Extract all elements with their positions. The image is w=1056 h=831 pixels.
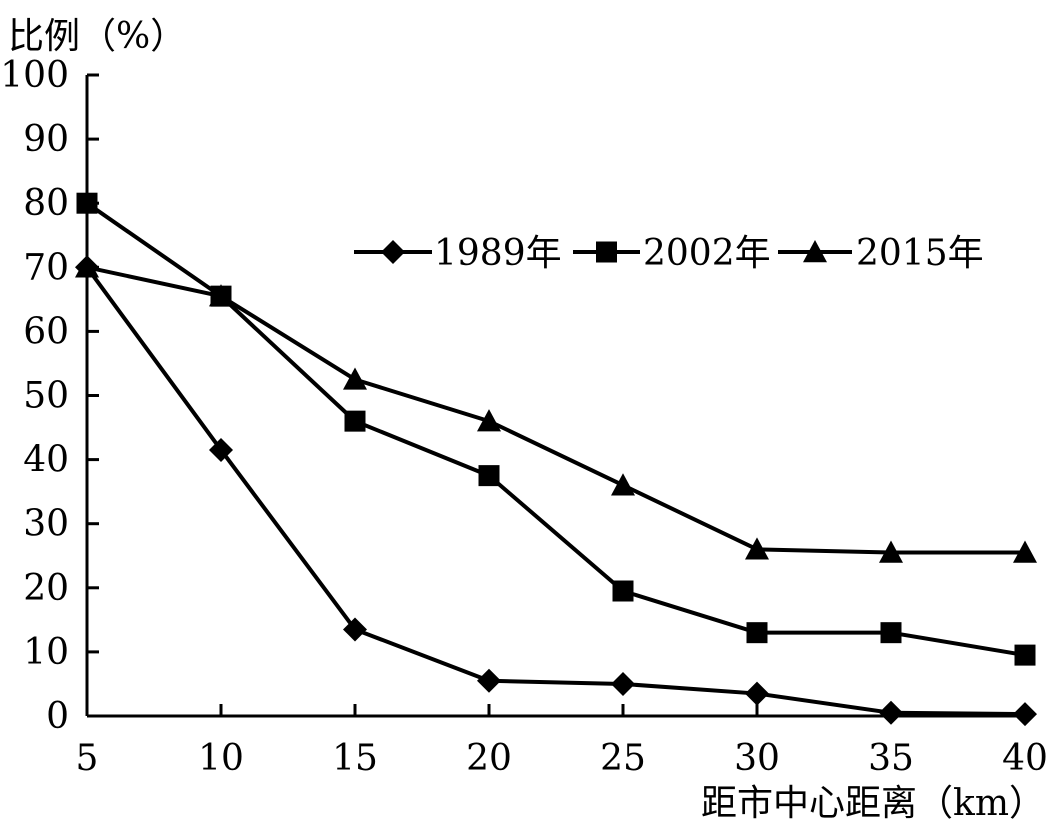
legend-item: 2015年 bbox=[778, 233, 984, 274]
series-line bbox=[85, 266, 1026, 717]
x-tick-label: 15 bbox=[332, 738, 378, 779]
series-0 bbox=[75, 255, 1037, 727]
data-point bbox=[879, 700, 903, 725]
data-point bbox=[343, 367, 367, 390]
y-tick-label: 20 bbox=[23, 568, 69, 609]
y-tick-label: 60 bbox=[23, 311, 69, 352]
legend-marker bbox=[381, 240, 405, 264]
data-point bbox=[209, 284, 233, 307]
legend-marker bbox=[596, 241, 617, 263]
legend-item: 1989年 bbox=[354, 233, 562, 274]
y-tick-label: 70 bbox=[23, 247, 69, 288]
legend-marker bbox=[803, 240, 827, 263]
y-tick-label: 10 bbox=[23, 632, 69, 673]
axes: 0 10 20 30 40 50 60 70 80 90 100 5 10 15 20 25 30 35 40 bbox=[0, 55, 1048, 779]
data-point bbox=[478, 465, 500, 487]
x-axis-title: 距市中心距离（km） bbox=[701, 783, 1045, 824]
data-point bbox=[344, 410, 366, 432]
legend-item: 2002年 bbox=[573, 233, 771, 274]
data-point bbox=[209, 437, 233, 462]
data-point bbox=[76, 192, 98, 214]
legend-label: 1989年 bbox=[434, 233, 562, 274]
data-point bbox=[611, 473, 635, 496]
y-tick-label: 80 bbox=[23, 183, 69, 224]
series-2 bbox=[75, 255, 1037, 563]
series-line bbox=[85, 201, 1026, 658]
legend-label: 2015年 bbox=[856, 233, 984, 274]
data-point bbox=[745, 681, 769, 706]
y-tick-label: 100 bbox=[0, 55, 69, 96]
x-tick-label: 30 bbox=[734, 738, 780, 779]
data-point bbox=[75, 255, 99, 278]
data-point bbox=[746, 622, 768, 644]
x-tick-label: 25 bbox=[600, 738, 646, 779]
data-point bbox=[879, 540, 903, 563]
data-point bbox=[612, 580, 634, 602]
y-tick-label: 50 bbox=[23, 376, 69, 417]
data-point bbox=[477, 668, 501, 693]
data-point bbox=[477, 409, 501, 432]
y-tick-label: 90 bbox=[23, 119, 69, 160]
x-tick-label: 40 bbox=[1002, 738, 1048, 779]
x-tick-label: 5 bbox=[76, 738, 99, 779]
y-axis-title: 比例（%） bbox=[8, 16, 186, 57]
data-point bbox=[1013, 540, 1037, 563]
legend: 1989年 2002年 2015年 bbox=[354, 233, 984, 274]
data-point bbox=[745, 537, 769, 560]
y-tick-label: 30 bbox=[23, 504, 69, 545]
legend-label: 2002年 bbox=[643, 233, 771, 274]
series-layer bbox=[75, 192, 1037, 727]
data-point bbox=[880, 622, 902, 644]
series-line bbox=[86, 265, 1025, 555]
data-point bbox=[1014, 644, 1036, 666]
data-point bbox=[1013, 702, 1037, 727]
data-point bbox=[611, 671, 635, 696]
data-point bbox=[343, 617, 367, 642]
x-tick-label: 10 bbox=[198, 738, 244, 779]
y-tick-label: 40 bbox=[23, 440, 69, 481]
y-tick-label: 0 bbox=[46, 696, 69, 737]
x-tick-label: 35 bbox=[868, 738, 914, 779]
x-tick-label: 20 bbox=[466, 738, 512, 779]
